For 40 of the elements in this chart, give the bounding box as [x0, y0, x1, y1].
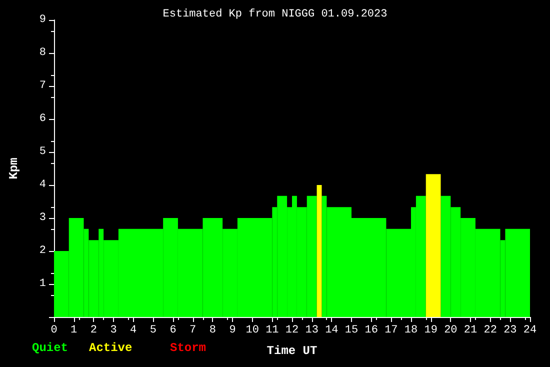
- x-axis-title: Time UT: [266, 344, 318, 358]
- x-tick-label: 13: [305, 324, 318, 336]
- x-tick-label: 9: [229, 324, 236, 336]
- x-tick-label: 17: [384, 324, 398, 336]
- y-tick-label: 7: [39, 80, 46, 92]
- y-tick-label: 2: [39, 245, 46, 257]
- y-tick-label: 6: [39, 113, 46, 125]
- y-tick-label: 9: [39, 14, 46, 26]
- text: Storm: [170, 341, 206, 355]
- x-tick-label: 16: [364, 324, 378, 336]
- y-tick-label: 1: [39, 278, 46, 290]
- x-tick-label: 2: [90, 324, 97, 336]
- x-tick-label: 1: [70, 324, 78, 336]
- x-tick-label: 12: [285, 324, 299, 336]
- x-tick-label: 23: [504, 324, 517, 336]
- x-tick-label: 4: [130, 324, 138, 336]
- y-tick-label: 5: [39, 146, 46, 158]
- x-tick-label: 22: [484, 324, 497, 336]
- x-tick-label: 20: [444, 324, 458, 336]
- y-tick-label: 3: [39, 212, 46, 224]
- x-tick-label: 6: [170, 324, 176, 336]
- x-tick-label: 15: [344, 324, 358, 336]
- y-tick-label: 4: [39, 179, 46, 191]
- x-tick-label: 11: [266, 324, 280, 336]
- y-tick-label: 8: [39, 47, 46, 59]
- x-tick-label: 5: [150, 324, 156, 336]
- x-tick-label: 8: [209, 324, 216, 336]
- x-tick-label: 24: [523, 324, 537, 336]
- x-tick-label: 3: [110, 324, 117, 336]
- chart-title: Estimated Kp from NIGGG 01.09.2023: [162, 8, 388, 20]
- series-label: Quiet: [32, 341, 68, 355]
- x-tick-label: 21: [464, 324, 478, 336]
- x-tick-label: 19: [424, 324, 438, 336]
- x-tick-label: 7: [190, 324, 196, 336]
- x-tick-label: 0: [50, 324, 58, 336]
- x-tick-label: 14: [325, 324, 339, 336]
- x-tick-label: 10: [246, 324, 259, 336]
- text: Active: [89, 341, 132, 355]
- y-axis-title: Kpm: [7, 158, 21, 180]
- x-tick-label: 18: [404, 324, 418, 336]
